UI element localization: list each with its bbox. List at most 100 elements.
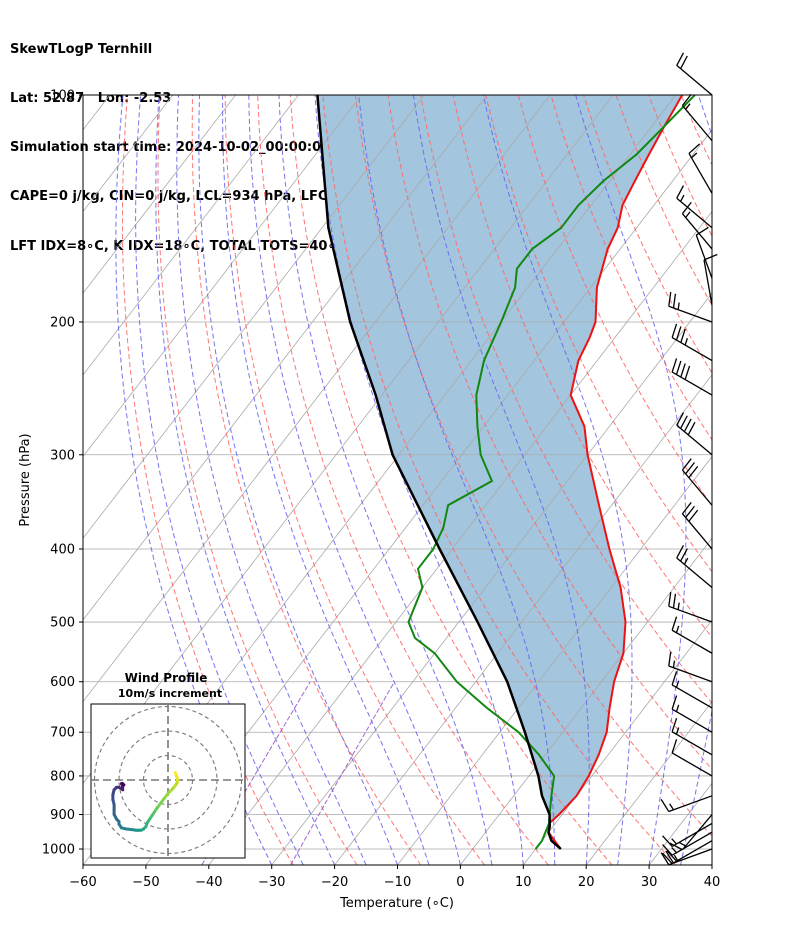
wind-barb-staff: [671, 752, 713, 777]
x-tick-label: 20: [578, 875, 595, 890]
dry-adiabat: [289, 95, 613, 865]
wind-barb: [681, 93, 713, 142]
mixing-ratio-line: [290, 681, 395, 865]
wind-barb: [662, 831, 713, 856]
dry-adiabat: [648, 95, 712, 237]
wind-barb-flag: [668, 592, 672, 607]
wind-barb-flag: [676, 412, 685, 426]
hodograph-title: Wind Profile: [125, 671, 208, 685]
wind-barb: [660, 795, 713, 813]
wind-barb-staff: [668, 795, 713, 813]
isotherm-gridline: [271, 292, 712, 865]
wind-barb-half-flag: [683, 557, 689, 565]
wind-barb-flag: [688, 143, 701, 154]
moist-adiabat: [248, 95, 461, 865]
wind-barb-flag: [684, 365, 691, 380]
wind-barb-flag: [671, 695, 678, 710]
wind-barb-flag: [662, 835, 673, 847]
wind-barb-half-flag: [671, 846, 677, 854]
isotherm-gridline: [83, 95, 488, 621]
wind-barb-staff: [671, 822, 713, 848]
parcel-profile: [316, 95, 562, 850]
dry-adiabat: [452, 95, 712, 639]
dry-adiabat: [224, 95, 485, 865]
isotherm-gridline: [83, 95, 425, 539]
title-station: SkewTLogP Ternhill: [10, 41, 153, 57]
y-axis-label: Pressure (hPa): [18, 433, 33, 526]
wind-barb: [681, 201, 713, 250]
y-tick-label: 500: [50, 616, 75, 631]
wind-barb-flag: [685, 462, 695, 475]
wind-barb-flag: [671, 671, 678, 686]
x-tick-label: 40: [704, 875, 721, 890]
wind-barb-flag: [680, 548, 688, 562]
wind-barb-staff: [681, 213, 713, 250]
hodograph-subtitle: 10m/s increment: [118, 687, 222, 700]
wind-barb-flag: [671, 358, 678, 373]
moist-adiabat: [135, 95, 304, 865]
wind-barb-flag: [662, 844, 673, 856]
wind-barb-staff: [695, 234, 713, 279]
y-tick-label: 1000: [42, 843, 75, 858]
wind-barb-flag: [668, 291, 672, 307]
wind-barb-staff: [676, 197, 713, 229]
wind-barb-staff: [671, 708, 713, 733]
wind-barb-flag: [703, 253, 718, 261]
wind-barb-flag: [671, 323, 678, 338]
wind-barb: [662, 822, 713, 848]
wind-barb-flag: [671, 717, 678, 733]
isotherm-gridline: [585, 700, 712, 865]
isotherm-gridline: [208, 210, 712, 865]
wind-barb-flag: [668, 651, 672, 667]
isotherm-gridline: [83, 95, 551, 703]
dry-adiabat: [517, 95, 712, 507]
y-tick-label: 800: [50, 769, 75, 784]
wind-barb-flag: [680, 415, 688, 429]
y-tick-label: 700: [50, 726, 75, 741]
wind-barb: [671, 695, 713, 733]
wind-barb: [671, 358, 713, 396]
cape-cin-shading: [317, 95, 683, 849]
wind-barb-flag: [688, 465, 699, 479]
x-axis-label: Temperature (∘C): [339, 896, 454, 911]
dewpoint-profile: [407, 95, 696, 850]
wind-barb-half-flag: [691, 152, 698, 159]
x-tick-label: −50: [132, 875, 159, 890]
wind-barb-staff: [671, 840, 713, 865]
moist-adiabat: [115, 95, 273, 865]
isotherm-gridline: [775, 95, 794, 865]
wind-barb-flag: [675, 326, 682, 341]
x-tick-label: −30: [258, 875, 285, 890]
wind-barb-staff: [676, 64, 713, 96]
wind-barb-half-flag: [671, 838, 677, 845]
isotherm-gridline: [83, 95, 362, 458]
y-tick-label: 100: [50, 89, 75, 104]
wind-barb-half-flag: [677, 602, 680, 610]
moist-adiabat: [314, 95, 524, 865]
wind-barb-staff: [671, 629, 713, 654]
wind-barb-half-flag: [685, 211, 691, 218]
isotherm-gridline: [460, 537, 712, 865]
wind-barb-staff: [668, 665, 713, 683]
wind-barb-staff: [681, 469, 713, 506]
wind-barb-flag: [669, 842, 683, 851]
wind-barb: [671, 616, 713, 654]
wind-barb: [676, 412, 713, 456]
wind-barb: [676, 185, 713, 229]
isotherm-gridline: [522, 619, 712, 865]
wind-barb-half-flag: [675, 704, 680, 712]
y-tick-label: 600: [50, 675, 75, 690]
wind-barb-flag: [681, 502, 692, 515]
x-tick-label: 0: [456, 875, 464, 890]
wind-barb-flag: [675, 360, 682, 375]
wind-barb-flag: [681, 458, 692, 471]
hodograph-trace: [121, 782, 126, 787]
moist-adiabat: [155, 95, 336, 865]
dry-adiabat: [354, 95, 712, 837]
wind-barb-staff: [688, 153, 713, 194]
wind-barb: [681, 458, 713, 506]
isotherm-gridline: [334, 374, 712, 865]
wind-barb-flag: [680, 55, 688, 69]
wind-barb-staff: [681, 513, 713, 550]
